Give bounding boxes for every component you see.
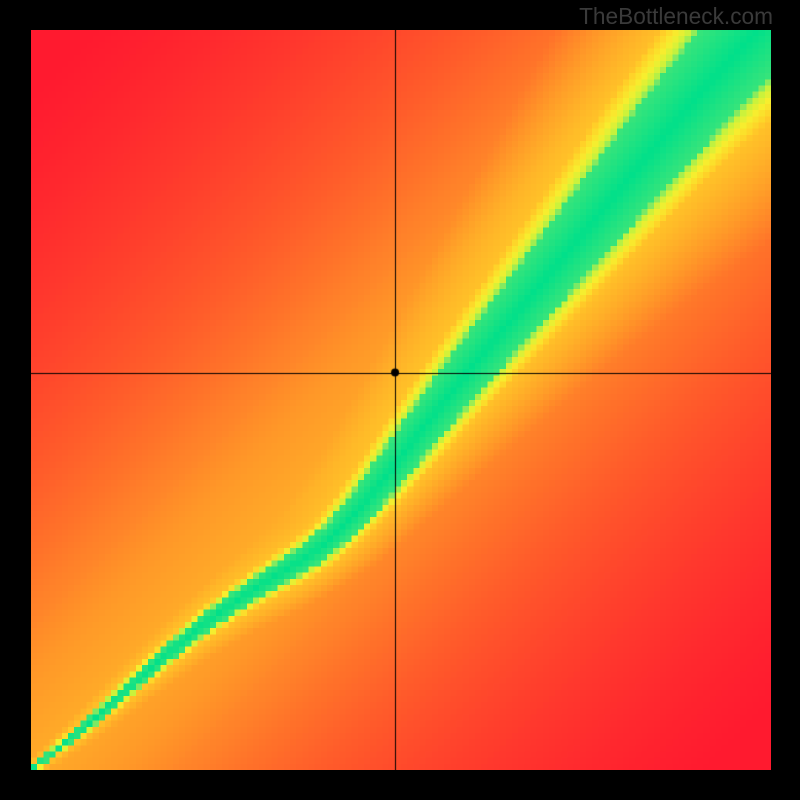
watermark-text: TheBottleneck.com bbox=[579, 3, 773, 30]
chart-root: TheBottleneck.com bbox=[0, 0, 800, 800]
crosshair-overlay bbox=[31, 30, 771, 770]
